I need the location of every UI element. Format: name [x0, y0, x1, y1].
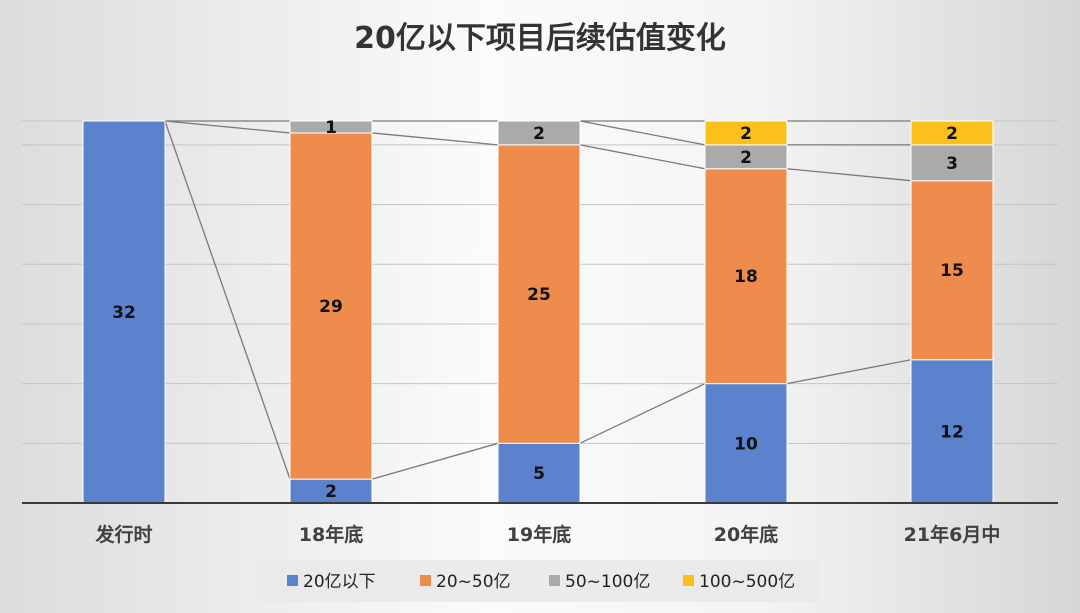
connector-line [579, 120, 706, 146]
data-label: 3 [946, 154, 958, 174]
category-label: 20年底 [714, 523, 778, 546]
legend-label: 20~50亿 [436, 572, 511, 592]
legend-swatch [287, 575, 298, 586]
legend-swatch [683, 575, 694, 586]
legend-label: 100~500亿 [699, 572, 795, 592]
data-label: 15 [940, 261, 964, 281]
connector-line [786, 359, 912, 385]
data-label: 25 [527, 285, 551, 305]
data-label: 1 [325, 118, 337, 138]
connector-line [579, 144, 706, 170]
bar-segment [497, 442, 581, 504]
category-label: 21年6月中 [904, 523, 1001, 546]
connector-line [579, 383, 706, 444]
connector-line [786, 168, 912, 182]
series-connector-lines [164, 120, 912, 480]
bar-segment [289, 120, 373, 134]
connector-line [371, 132, 499, 146]
data-label: 12 [940, 422, 964, 442]
chart-title: 20亿以下项目后续估值变化 [354, 21, 726, 56]
legend-box [262, 560, 820, 602]
connector-line [164, 120, 291, 480]
category-axis-labels: 发行时 18年底 19年底 20年底 21年6月中 [94, 523, 1000, 546]
data-label: 10 [734, 434, 758, 454]
data-label: 5 [533, 464, 545, 484]
connector-line [164, 120, 291, 134]
bar-segment [497, 144, 581, 444]
category-label: 19年底 [507, 523, 571, 546]
connector-line [371, 442, 499, 480]
data-label: 2 [946, 124, 958, 144]
legend-swatch [549, 575, 560, 586]
legend-swatch [420, 575, 431, 586]
data-label: 2 [533, 124, 545, 144]
data-label: 2 [325, 482, 337, 502]
category-label: 18年底 [299, 523, 363, 546]
data-label: 32 [112, 303, 136, 323]
bar-segment [704, 168, 788, 385]
bar-segment [910, 180, 994, 361]
bars [82, 120, 994, 504]
bar-segment [910, 144, 994, 182]
bar-segment [82, 120, 166, 504]
data-label: 2 [740, 148, 752, 168]
data-label: 2 [740, 124, 752, 144]
category-label: 发行时 [94, 523, 152, 546]
bar-segment [910, 359, 994, 504]
legend: 20亿以下 20~50亿 50~100亿 100~500亿 [287, 572, 795, 592]
bar-segment [910, 120, 994, 146]
bar-segment [704, 120, 788, 146]
bar-segment [704, 383, 788, 504]
data-label: 18 [734, 267, 758, 287]
legend-label: 50~100亿 [565, 572, 650, 592]
bar-segment [289, 132, 373, 480]
data-label: 29 [319, 297, 343, 317]
legend-label: 20亿以下 [303, 572, 376, 592]
bar-segment [497, 120, 581, 146]
